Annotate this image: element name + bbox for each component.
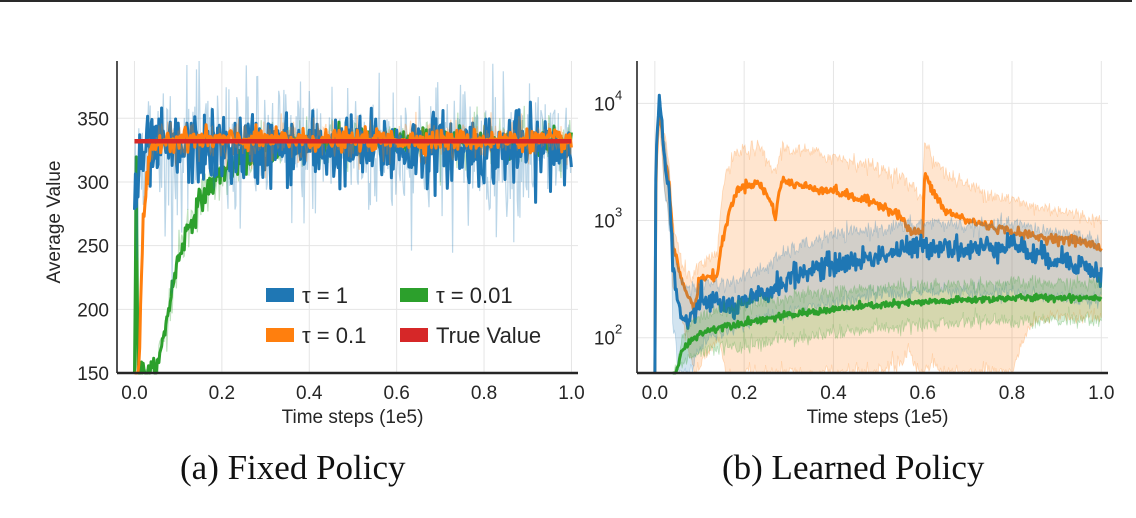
top-rule: [0, 0, 1132, 2]
legend-label-true-value: True Value: [436, 323, 541, 348]
x-tick-label: 0.0: [121, 383, 147, 404]
series-line-tau-0-1: [653, 106, 1103, 374]
legend-swatch-tau-1: [266, 288, 294, 302]
legend-swatch-true-value: [400, 328, 428, 342]
x-tick-label: 0.4: [820, 383, 847, 404]
y-tick-exponent: 3: [615, 205, 622, 220]
legend-label-tau-0-1: τ = 0.1: [302, 323, 366, 348]
x-axis-label: Time steps (1e5): [807, 407, 949, 428]
y-tick-label: 150: [77, 364, 109, 385]
x-tick-label: 0.2: [731, 383, 757, 404]
x-tick-label: 0.0: [642, 383, 668, 404]
x-tick-label: 0.8: [999, 383, 1025, 404]
y-tick-label: 300: [77, 173, 109, 194]
y-tick-exponent: 2: [615, 322, 622, 337]
grid: [637, 61, 1108, 373]
x-tick-label: 0.6: [910, 383, 936, 404]
y-axis-label: Average Value: [44, 161, 65, 284]
caption-fixed-policy: (a) Fixed Policy: [180, 448, 406, 487]
y-tick-exponent: 4: [615, 87, 622, 102]
legend-swatch-tau-0-01: [400, 288, 428, 302]
y-tick-label: 350: [77, 109, 109, 130]
x-tick-label: 1.0: [558, 383, 584, 404]
y-tick-label: 200: [77, 300, 109, 321]
caption-learned-policy: (b) Learned Policy: [722, 448, 985, 487]
series-line-tau-0-01: [672, 292, 1103, 375]
series-layer: [133, 60, 573, 375]
legend-label-tau-0-01: τ = 0.01: [436, 283, 513, 308]
panel-fixed-policy: 0.0 0.2 0.4 0.6 0.8 1.0 150 200 250 300 350 Time s…: [44, 60, 585, 428]
y-tick-label: 10: [594, 329, 615, 350]
x-tick-label: 0.4: [296, 383, 323, 404]
x-tick-label: 0.8: [471, 383, 497, 404]
legend-swatch-tau-0-1: [266, 328, 294, 342]
x-tick-label: 0.6: [383, 383, 409, 404]
x-tick-label: 0.2: [209, 383, 235, 404]
y-tick-label: 10: [594, 212, 615, 233]
legend: τ = 1 τ = 0.01 τ = 0.1 True Value: [266, 283, 541, 348]
y-tick-label: 250: [77, 237, 109, 258]
y-tick-label: 10: [594, 94, 615, 115]
series-line-tau-1: [653, 93, 1103, 374]
legend-label-tau-1: τ = 1: [302, 283, 348, 308]
series-layer: [653, 93, 1103, 375]
tick-labels: 0.0 0.2 0.4 0.6 0.8 1.0 150 200 250 300 350: [77, 109, 584, 404]
x-tick-label: 1.0: [1088, 383, 1114, 404]
x-axis-label: Time steps (1e5): [282, 407, 424, 428]
